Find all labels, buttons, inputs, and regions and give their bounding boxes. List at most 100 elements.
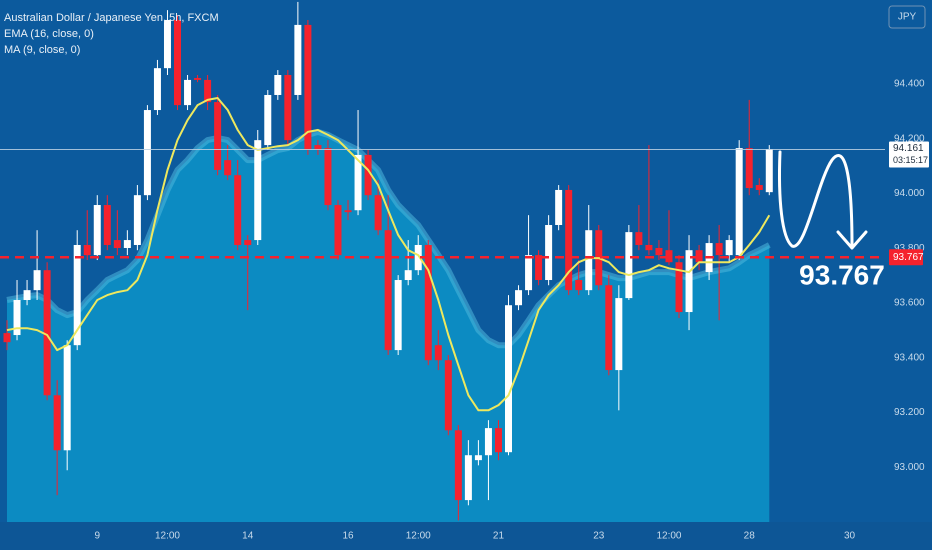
candle-body [645,244,653,251]
x-tick-label: 12:00 [155,531,180,542]
candle-body [565,189,573,291]
candle-body [635,232,643,245]
candle-body [755,185,763,190]
candle-body [765,149,773,193]
currency-label[interactable]: JPY [898,12,917,23]
price-axis: 93.000 93.200 93.400 93.600 93.800 94.000 94.2… [889,79,929,473]
candle-body [515,290,523,306]
x-tick-label: 28 [744,531,756,542]
candle-body [675,262,683,313]
candle-body [174,19,182,106]
last-price-tag [889,141,929,168]
candle-body [725,240,733,256]
candle-body [354,154,362,211]
candle-body [695,250,703,263]
candle-body [525,255,533,291]
y-tick-label: 93.200 [894,407,925,418]
candle-body [324,148,332,206]
level-tag-label: 93.767 [893,252,924,263]
y-tick-label: 94.000 [894,188,925,199]
hand-drawn-arrow [778,150,854,248]
candle-body [334,205,342,256]
candle-body [53,395,61,451]
candle-body [33,270,41,291]
candle-body [254,140,262,241]
candle-body [454,430,462,501]
x-tick-label: 23 [593,531,605,542]
x-tick-label: 12:00 [656,531,681,542]
candle-body [133,195,141,245]
candle-body [63,345,71,451]
arrow-head [836,230,868,250]
candle-body [494,428,502,453]
legend-entry: MA (9, close, 0) [4,44,80,56]
indicator-line [6,97,771,412]
x-tick-label: 12:00 [406,531,431,542]
candle-body [535,255,543,281]
y-tick-label: 94.200 [894,133,925,144]
indicator-area-edge [6,128,771,349]
candle-body [685,250,693,313]
candle-body [655,247,663,256]
candle-body [143,110,151,196]
level-tag [889,249,923,266]
candle-body [194,78,202,80]
candle-body [113,240,121,248]
candle-body [274,75,282,95]
candle-body [464,455,472,501]
candle-body [3,333,11,343]
plot-area [0,1,885,522]
button-frame[interactable] [888,5,926,29]
candle-body [73,244,81,346]
y-tick-label: 93.600 [894,298,925,309]
level-annotation: 93.767 [799,260,885,291]
candle-body [294,24,302,95]
candle-body [204,79,212,103]
candle-body [555,189,563,226]
currency-button[interactable]: JPY [888,5,926,29]
candle-body [585,230,593,291]
candle-body [444,360,452,431]
candle-body [505,305,512,453]
candle-body [605,285,613,371]
candle-body [184,79,192,106]
candle-body [304,24,312,151]
candle-body [43,270,51,396]
candle-body [474,455,482,461]
x-tick-label: 14 [242,531,254,542]
candle-body [103,205,111,245]
candle-body [344,210,352,213]
countdown-label: 03:15:17 [893,155,928,165]
candle-body [484,428,492,456]
x-tick-label: 21 [493,531,505,542]
candle-body [123,240,131,248]
candle-body [284,75,292,141]
candle-body [545,225,553,281]
x-tick-label: 9 [94,531,100,542]
candle-body [264,94,272,146]
candle-body [163,19,171,69]
x-tick-label: 16 [342,531,354,542]
legend-entry: EMA (16, close, 0) [4,28,94,40]
candle-body [224,160,232,176]
candle-body [23,290,31,301]
candle-body [615,298,623,371]
chart-title: Australian Dollar / Japanese Yen, 5h, FX… [4,12,219,24]
y-tick-label: 93.800 [894,243,925,254]
candle-body [434,345,442,361]
candle-body [314,145,322,151]
candle-body [414,244,422,271]
candle-body [424,244,432,361]
candle-body [374,195,382,231]
candle-body [384,230,392,351]
candle-body [93,205,101,256]
y-tick-label: 94.400 [894,79,925,90]
x-tick-label: 30 [844,531,856,542]
y-tick-label: 93.000 [894,462,925,473]
candle-body [745,148,753,189]
candle-body [13,300,21,336]
candle-body [214,102,222,170]
time-axis [0,522,932,550]
